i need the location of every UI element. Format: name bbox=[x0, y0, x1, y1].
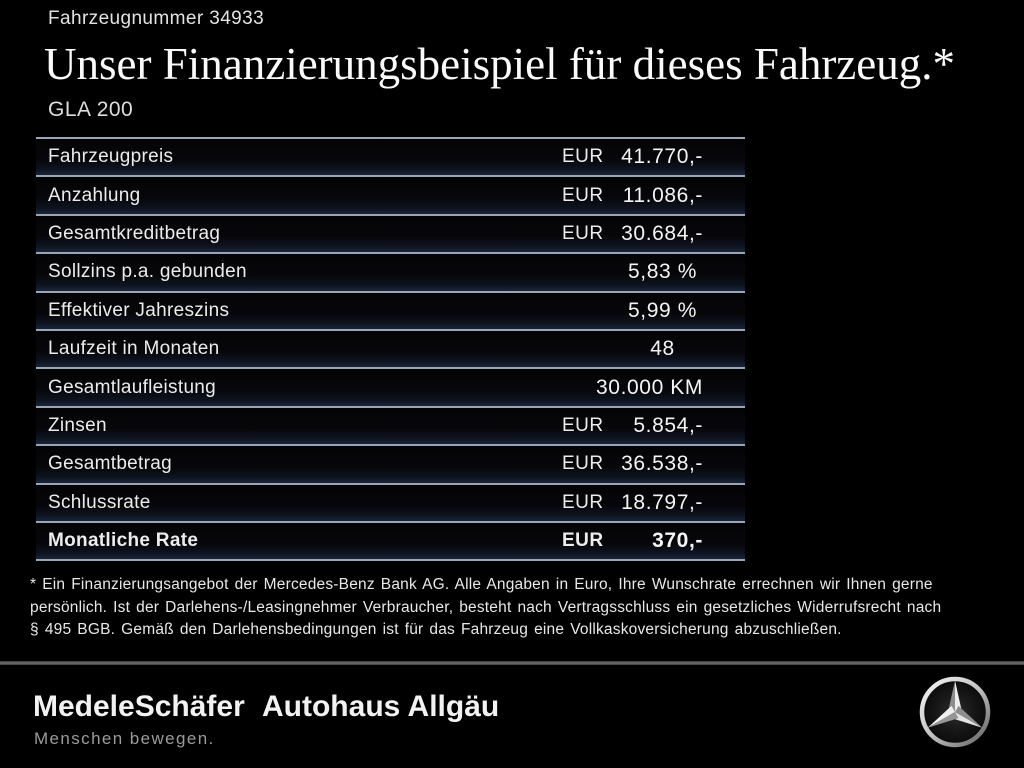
row-values: EUR 18.797,- bbox=[545, 491, 745, 515]
footnote: * Ein Finanzierungsangebot der Mercedes-… bbox=[30, 574, 941, 642]
row-values: EUR 36.538,- bbox=[545, 452, 745, 476]
dealer-tagline: Menschen bewegen. bbox=[34, 729, 215, 748]
row-value: 5.854,- bbox=[633, 413, 703, 437]
row-value: 48 bbox=[650, 337, 675, 361]
row-value: 5,99 % bbox=[628, 298, 697, 322]
row-value: 370,- bbox=[652, 529, 703, 553]
row-value: 30.684,- bbox=[621, 221, 703, 245]
vehicle-model: GLA 200 bbox=[48, 98, 134, 121]
footnote-line: § 495 BGB. Gemäß den Darlehensbedingunge… bbox=[30, 621, 842, 638]
row-value: 30.000 KM bbox=[596, 375, 703, 399]
dealer-wordmark: MedeleSchäfer bbox=[33, 690, 245, 723]
table-row: Schlussrate EUR 18.797,- bbox=[36, 484, 745, 523]
footnote-line: persönlich. Ist der Darlehens-/Leasingne… bbox=[30, 598, 942, 616]
row-value: 36.538,- bbox=[621, 452, 703, 476]
row-values: 5,99 % bbox=[545, 299, 745, 323]
currency-label: EUR bbox=[562, 453, 604, 475]
vehicle-number: Fahrzeugnummer 34933 bbox=[48, 8, 265, 29]
currency-label: EUR bbox=[562, 146, 604, 168]
row-value: 11.086,- bbox=[622, 183, 703, 207]
finance-table: Fahrzeugpreis EUR 41.770,- Anzahlung EUR… bbox=[36, 137, 745, 562]
table-row: Fahrzeugpreis EUR 41.770,- bbox=[36, 139, 745, 178]
row-values: 30.000 KM bbox=[545, 376, 745, 400]
row-label: Laufzeit in Monaten bbox=[48, 338, 220, 360]
row-label: Gesamtkreditbetrag bbox=[48, 222, 221, 244]
currency-label: EUR bbox=[562, 184, 604, 206]
page-title: Unser Finanzierungsbeispiel für dieses F… bbox=[44, 39, 956, 89]
row-label: Fahrzeugpreis bbox=[48, 146, 174, 168]
row-label: Zinsen bbox=[48, 414, 107, 436]
table-row: Gesamtlaufleistung 30.000 KM bbox=[36, 369, 745, 408]
currency-label: EUR bbox=[562, 414, 604, 436]
table-row: Sollzins p.a. gebunden 5,83 % bbox=[36, 254, 745, 293]
row-values: 48 bbox=[545, 337, 745, 361]
row-values: EUR 11.086,- bbox=[545, 184, 745, 208]
mercedes-star-icon bbox=[916, 673, 994, 751]
row-values: 5,83 % bbox=[545, 260, 745, 284]
table-row: Anzahlung EUR 11.086,- bbox=[36, 177, 745, 216]
row-label: Sollzins p.a. gebunden bbox=[48, 261, 247, 283]
table-row: Gesamtkreditbetrag EUR 30.684,- bbox=[36, 215, 745, 255]
row-label: Gesamtlaufleistung bbox=[48, 376, 217, 398]
row-label: Gesamtbetrag bbox=[48, 453, 172, 475]
footnote-line: * Ein Finanzierungsangebot der Mercedes-… bbox=[30, 576, 933, 593]
row-label: Schlussrate bbox=[48, 491, 151, 513]
row-value: 5,83 % bbox=[628, 260, 697, 284]
currency-label: EUR bbox=[562, 222, 604, 244]
row-values: EUR 41.770,- bbox=[545, 145, 745, 169]
table-row: Zinsen EUR 5.854,- bbox=[36, 407, 745, 447]
row-value: 41.770,- bbox=[621, 145, 703, 169]
row-values: EUR 370,- bbox=[545, 529, 745, 553]
currency-label: EUR bbox=[562, 491, 604, 513]
row-label: Effektiver Jahreszins bbox=[48, 299, 230, 321]
row-label: Anzahlung bbox=[48, 184, 141, 206]
footer-divider bbox=[0, 661, 1024, 665]
row-value: 18.797,- bbox=[621, 490, 703, 514]
table-row: Laufzeit in Monaten 48 bbox=[36, 330, 745, 370]
dealer-second-wordmark: Autohaus Allgäu bbox=[262, 690, 500, 723]
table-row: Gesamtbetrag EUR 36.538,- bbox=[36, 446, 745, 485]
table-row: Effektiver Jahreszins 5,99 % bbox=[36, 292, 745, 331]
currency-label: EUR bbox=[562, 530, 604, 552]
table-row-monthly-rate: Monatliche Rate EUR 370,- bbox=[36, 522, 745, 562]
row-label: Monatliche Rate bbox=[48, 530, 199, 552]
row-values: EUR 30.684,- bbox=[545, 222, 745, 246]
row-values: EUR 5.854,- bbox=[545, 414, 745, 438]
